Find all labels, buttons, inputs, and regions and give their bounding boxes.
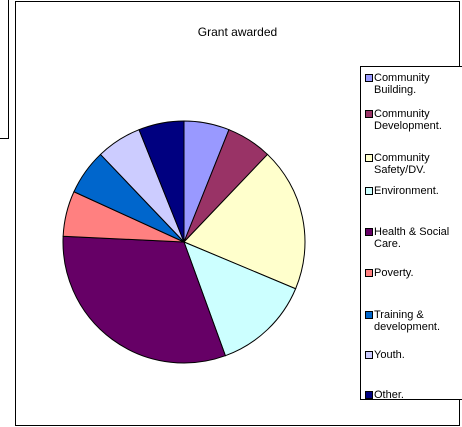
legend-swatch bbox=[365, 74, 373, 82]
legend-item: Environment. bbox=[365, 185, 462, 197]
legend-swatch bbox=[365, 228, 373, 236]
legend-label: Community Safety/DV. bbox=[374, 152, 430, 176]
legend-label: Community Building. bbox=[374, 72, 430, 96]
legend-label: Poverty. bbox=[374, 267, 414, 279]
legend-item: Youth. bbox=[365, 349, 462, 361]
pie-chart bbox=[62, 120, 306, 364]
legend-swatch bbox=[365, 269, 373, 277]
pie-slice-5 bbox=[62, 235, 227, 364]
legend-label: Health & Social Care. bbox=[374, 226, 450, 250]
legend-item: Community Building. bbox=[365, 72, 462, 96]
legend-item: Community Development. bbox=[365, 108, 462, 132]
legend-item: Training & development. bbox=[365, 309, 462, 333]
legend-label: Training & development. bbox=[374, 309, 441, 333]
legend-item: Other. bbox=[365, 389, 462, 401]
pie-slice-4 bbox=[183, 241, 297, 357]
legend-label: Community Development. bbox=[374, 108, 442, 132]
legend-swatch bbox=[365, 311, 373, 319]
legend-label: Environment. bbox=[374, 185, 439, 197]
legend-item: Poverty. bbox=[365, 267, 462, 279]
chart-area: Grant awarded Community Building. Communi… bbox=[15, 1, 462, 426]
legend-swatch bbox=[365, 351, 373, 359]
legend-swatch bbox=[365, 391, 373, 399]
embedded-frame-edge bbox=[0, 0, 9, 139]
chart-title: Grant awarded bbox=[197, 25, 278, 39]
pie-slice-9 bbox=[138, 120, 185, 243]
legend-item: Community Safety/DV. bbox=[365, 152, 462, 176]
legend-label: Other. bbox=[374, 389, 404, 401]
legend-item: Health & Social Care. bbox=[365, 226, 462, 250]
legend-swatch bbox=[365, 154, 373, 162]
legend-label: Youth. bbox=[374, 349, 405, 361]
legend: Community Building. Community Development… bbox=[360, 66, 462, 401]
legend-swatch bbox=[365, 110, 373, 118]
pie-slice-3 bbox=[183, 153, 306, 290]
legend-swatch bbox=[365, 187, 373, 195]
